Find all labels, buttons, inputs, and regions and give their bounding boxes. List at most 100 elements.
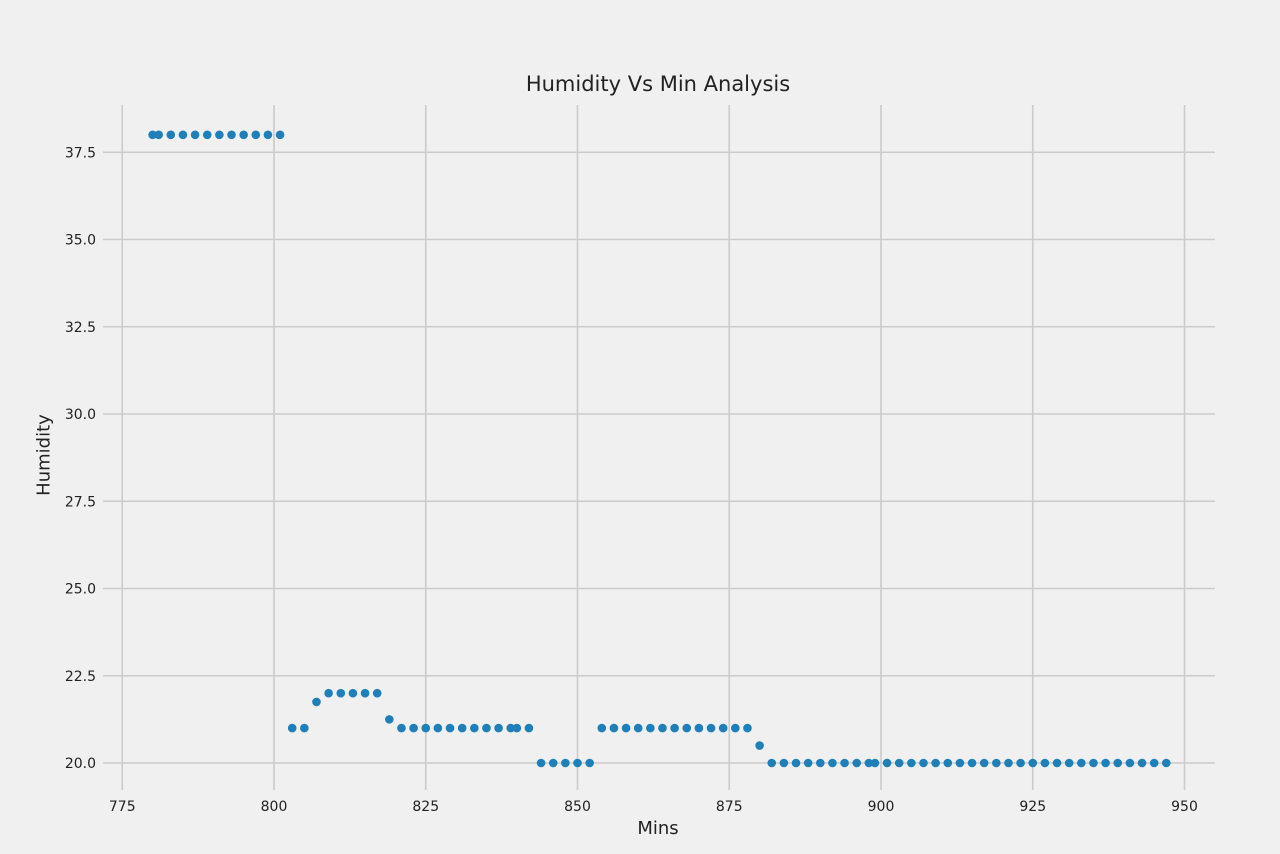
data-point (573, 758, 582, 768)
data-point (1101, 758, 1110, 768)
data-point (828, 758, 837, 768)
data-point (300, 723, 309, 733)
data-point (907, 758, 916, 768)
y-tick-label: 37.5 (65, 145, 96, 161)
data-point (494, 723, 503, 733)
chart-title: Humidity Vs Min Analysis (525, 72, 791, 96)
data-point (470, 723, 479, 733)
data-point (433, 723, 443, 733)
data-point (979, 758, 989, 768)
data-point (227, 130, 236, 140)
data-point (633, 723, 643, 733)
data-point (706, 723, 716, 733)
data-point (597, 723, 607, 733)
data-point (202, 130, 212, 140)
data-point (397, 723, 406, 733)
data-point (943, 758, 953, 768)
data-point (360, 688, 370, 698)
data-point (524, 723, 534, 733)
data-point (1004, 758, 1013, 768)
data-point (312, 697, 321, 707)
x-tick-label: 775 (109, 799, 136, 815)
data-point (755, 741, 764, 750)
data-point (1052, 758, 1062, 768)
data-point (670, 723, 679, 733)
y-tick-label: 20.0 (65, 756, 96, 772)
data-point (658, 723, 667, 733)
data-point (148, 130, 157, 140)
y-tick-label: 25.0 (65, 582, 96, 598)
data-point (1125, 758, 1135, 768)
data-point (239, 130, 248, 140)
data-point (512, 723, 522, 733)
data-point (791, 758, 801, 768)
data-point (263, 130, 273, 140)
data-point (445, 723, 455, 733)
data-point (457, 723, 467, 733)
x-tick-label: 875 (716, 799, 743, 815)
data-point (154, 130, 163, 140)
y-tick-label: 27.5 (65, 494, 96, 510)
data-point (215, 130, 224, 140)
data-point (743, 723, 752, 733)
data-point (609, 723, 619, 733)
data-point (779, 758, 789, 768)
data-point (482, 723, 491, 733)
y-tick-label: 30.0 (65, 407, 96, 423)
x-tick-label: 925 (1019, 799, 1046, 815)
data-point (1028, 758, 1038, 768)
data-point (178, 130, 188, 140)
data-point (275, 130, 285, 140)
y-tick-label: 32.5 (65, 320, 96, 336)
data-point (385, 715, 394, 724)
data-point (870, 758, 880, 768)
x-tick-label: 900 (868, 799, 895, 815)
data-point (1016, 758, 1025, 768)
data-point (992, 758, 1001, 768)
data-point (1149, 758, 1159, 768)
x-tick-label: 800 (261, 799, 288, 815)
data-point (190, 130, 200, 140)
data-point (536, 758, 546, 768)
data-point (348, 688, 358, 698)
data-point (646, 723, 655, 733)
grid-lines (103, 105, 1215, 790)
data-point (718, 723, 728, 733)
data-point (287, 723, 297, 733)
data-point (931, 758, 940, 768)
data-point (166, 130, 176, 140)
data-point (548, 758, 558, 768)
data-point (767, 758, 777, 768)
data-point (864, 758, 874, 768)
data-point (955, 758, 965, 768)
data-point (621, 723, 631, 733)
data-point (919, 758, 928, 768)
data-point (1137, 758, 1147, 768)
data-point (694, 723, 704, 733)
y-axis-label: Humidity (33, 414, 55, 496)
data-point (852, 758, 862, 768)
x-axis-label: Mins (637, 818, 679, 839)
data-point (409, 723, 418, 733)
data-point (1089, 758, 1098, 768)
data-point (894, 758, 904, 768)
data-point (803, 758, 813, 768)
data-point (506, 723, 516, 733)
data-point (840, 758, 849, 768)
data-point (1077, 758, 1086, 768)
data-point (1161, 758, 1171, 768)
x-tick-label: 950 (1171, 799, 1198, 815)
data-point (372, 688, 382, 698)
data-point (967, 758, 977, 768)
data-point (682, 723, 692, 733)
data-point (324, 688, 333, 698)
data-point (421, 723, 431, 733)
data-point (585, 758, 594, 768)
data-point (731, 723, 740, 733)
tick-labels: 20.0 22.5 25.0 27.5 30.0 32.5 35.0 37.5 775 800 82… (65, 145, 1198, 815)
data-point (251, 130, 261, 140)
x-tick-label: 850 (564, 799, 591, 815)
data-point (1064, 758, 1074, 768)
